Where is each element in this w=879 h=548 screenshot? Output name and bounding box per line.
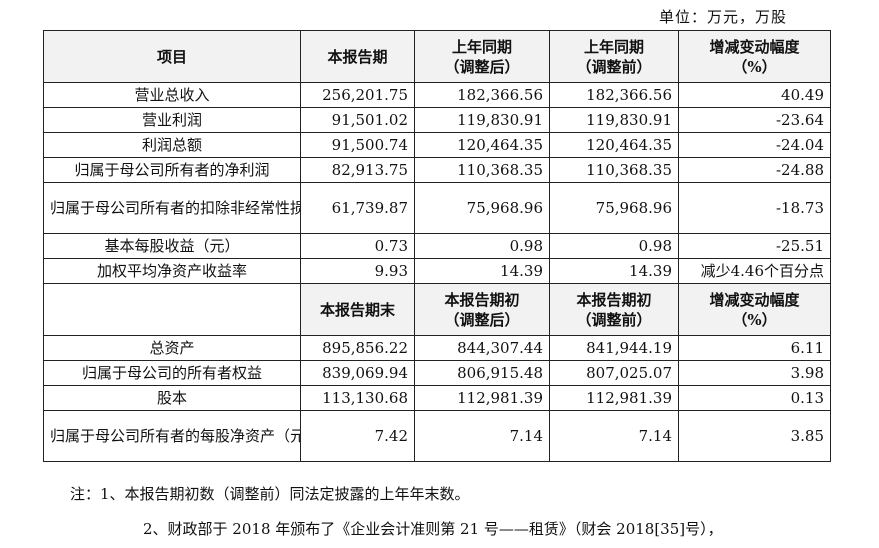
cell-value: 110,368.35 <box>414 157 550 183</box>
cell-value: 895,856.22 <box>300 335 415 361</box>
row-label: 归属于母公司所有者的净利润 <box>43 157 301 183</box>
cell-value: 9.93 <box>300 258 415 284</box>
row-label: 归属于母公司所有者的每股净资产（元） <box>43 410 301 462</box>
cell-value: -18.73 <box>678 182 831 234</box>
table-row: 归属于母公司所有者的净利润 82,913.75 110,368.35 110,3… <box>43 157 831 183</box>
row-label: 营业总收入 <box>43 82 301 108</box>
cell-value: -23.64 <box>678 107 831 133</box>
table-row: 营业总收入 256,201.75 182,366.56 182,366.56 4… <box>43 82 831 108</box>
cell-value: 14.39 <box>414 258 550 284</box>
cell-value: 844,307.44 <box>414 335 550 361</box>
header-item: 项目 <box>43 30 301 83</box>
row-label: 加权平均净资产收益率 <box>43 258 301 284</box>
cell-value: 256,201.75 <box>300 82 415 108</box>
row-label: 基本每股收益（元） <box>43 233 301 259</box>
table-header-row: 项目 本报告期 上年同期 （调整后） 上年同期 （调整前） 增减变动幅度 （%） <box>43 30 831 83</box>
table-row: 基本每股收益（元） 0.73 0.98 0.98 -25.51 <box>43 233 831 259</box>
cell-value: 40.49 <box>678 82 831 108</box>
cell-value: 75,968.96 <box>414 182 550 234</box>
cell-value: 0.98 <box>549 233 679 259</box>
cell-value: 113,130.68 <box>300 385 415 411</box>
row-label: 利润总额 <box>43 132 301 158</box>
cell-value: 110,368.35 <box>549 157 679 183</box>
cell-value: 120,464.35 <box>414 132 550 158</box>
table-row: 股本 113,130.68 112,981.39 112,981.39 0.13 <box>43 385 831 411</box>
cell-value: 0.98 <box>414 233 550 259</box>
cell-value: 0.73 <box>300 233 415 259</box>
cell-value: 120,464.35 <box>549 132 679 158</box>
header-change-pct: 增减变动幅度 （%） <box>678 30 831 83</box>
cell-value: 112,981.39 <box>414 385 550 411</box>
cell-value: 119,830.91 <box>414 107 550 133</box>
table-row: 营业利润 91,501.02 119,830.91 119,830.91 -23… <box>43 107 831 133</box>
table-row: 总资产 895,856.22 844,307.44 841,944.19 6.1… <box>43 335 831 361</box>
cell-value: 61,739.87 <box>300 182 415 234</box>
unit-label: 单位：万元，万股 <box>658 8 787 26</box>
header-prior-unadjusted: 上年同期 （调整前） <box>549 30 679 83</box>
cell-value: 806,915.48 <box>414 360 550 386</box>
cell-value: 减少4.46个百分点 <box>678 258 831 284</box>
header-blank <box>43 283 301 336</box>
cell-value: 112,981.39 <box>549 385 679 411</box>
cell-value: 7.14 <box>549 410 679 462</box>
header-change-pct: 增减变动幅度 （%） <box>678 283 831 336</box>
cell-value: 14.39 <box>549 258 679 284</box>
cell-value: 839,069.94 <box>300 360 415 386</box>
table-row: 归属于母公司的所有者权益 839,069.94 806,915.48 807,0… <box>43 360 831 386</box>
table-row: 归属于母公司所有者的每股净资产（元） 7.42 7.14 7.14 3.85 <box>43 410 831 462</box>
table-row: 加权平均净资产收益率 9.93 14.39 14.39 减少4.46个百分点 <box>43 258 831 284</box>
cell-value: 7.42 <box>300 410 415 462</box>
table-row: 归属于母公司所有者的扣除非经常性损益的净利润 61,739.87 75,968.… <box>43 182 831 234</box>
header-period-start-unadjusted: 本报告期初 （调整前） <box>549 283 679 336</box>
row-label: 归属于母公司的所有者权益 <box>43 360 301 386</box>
cell-value: 3.85 <box>678 410 831 462</box>
row-label: 营业利润 <box>43 107 301 133</box>
table-header-row: 本报告期末 本报告期初 （调整后） 本报告期初 （调整前） 增减变动幅度 （%） <box>43 283 831 336</box>
cell-value: 82,913.75 <box>300 157 415 183</box>
header-period-start-adjusted: 本报告期初 （调整后） <box>414 283 550 336</box>
header-prior-adjusted: 上年同期 （调整后） <box>414 30 550 83</box>
cell-value: 807,025.07 <box>549 360 679 386</box>
table-row: 利润总额 91,500.74 120,464.35 120,464.35 -24… <box>43 132 831 158</box>
cell-value: 6.11 <box>678 335 831 361</box>
row-label: 归属于母公司所有者的扣除非经常性损益的净利润 <box>43 182 301 234</box>
header-current-period: 本报告期 <box>300 30 415 83</box>
cell-value: -24.04 <box>678 132 831 158</box>
financial-summary-table: 项目 本报告期 上年同期 （调整后） 上年同期 （调整前） 增减变动幅度 （%） 营业… <box>43 30 831 462</box>
footnote-1: 注：1、本报告期初数（调整前）同法定披露的上年年末数。 <box>70 485 470 503</box>
cell-value: 91,500.74 <box>300 132 415 158</box>
cell-value: 182,366.56 <box>414 82 550 108</box>
cell-value: 3.98 <box>678 360 831 386</box>
cell-value: 7.14 <box>414 410 550 462</box>
footnote-2: 2、财政部于 2018 年颁布了《企业会计准则第 21 号——租赁》（财会 20… <box>143 520 723 538</box>
cell-value: 0.13 <box>678 385 831 411</box>
cell-value: 841,944.19 <box>549 335 679 361</box>
cell-value: -25.51 <box>678 233 831 259</box>
cell-value: -24.88 <box>678 157 831 183</box>
cell-value: 119,830.91 <box>549 107 679 133</box>
row-label: 股本 <box>43 385 301 411</box>
cell-value: 182,366.56 <box>549 82 679 108</box>
cell-value: 91,501.02 <box>300 107 415 133</box>
cell-value: 75,968.96 <box>549 182 679 234</box>
row-label: 总资产 <box>43 335 301 361</box>
header-period-end: 本报告期末 <box>300 283 415 336</box>
